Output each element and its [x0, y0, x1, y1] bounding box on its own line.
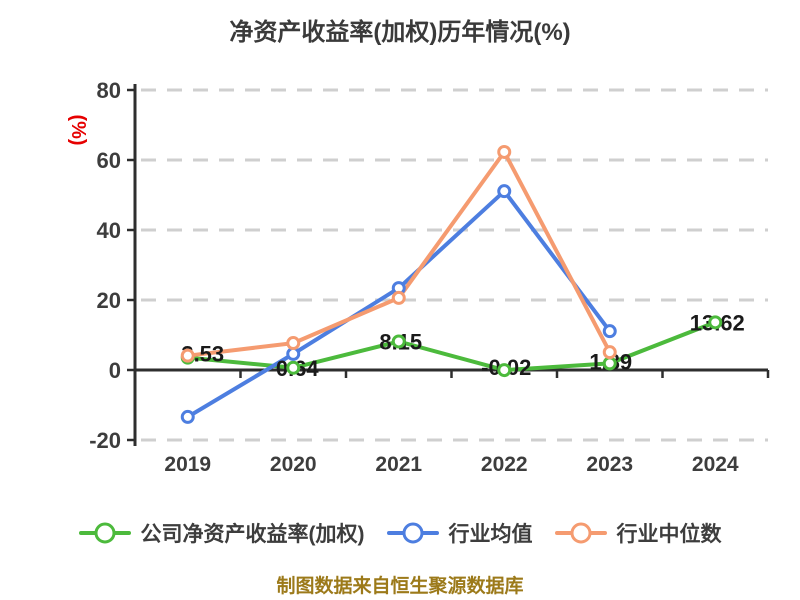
- data-point-marker-s0-1: [286, 360, 301, 375]
- legend-label-industry-median: 行业中位数: [616, 523, 722, 546]
- data-point-marker-s0-5: [708, 315, 723, 330]
- y-axis-unit-label: (%): [67, 114, 89, 145]
- data-point-marker-s0-3: [497, 363, 512, 378]
- legend-dot-company-icon: [94, 522, 115, 544]
- data-point-marker-s2-1: [286, 336, 301, 351]
- data-point-marker-s2-3: [497, 144, 512, 159]
- data-point-marker-s2-0: [180, 348, 195, 363]
- data-point-marker-s0-4: [602, 356, 617, 371]
- data-point-marker-s2-2: [391, 290, 406, 305]
- y-tick-label-0: 0: [109, 358, 121, 383]
- legend-line-marker-company-icon: [78, 522, 131, 544]
- legend-line-marker-industry-average-icon: [386, 522, 439, 544]
- x-tick-label-2023: 2023: [586, 453, 633, 476]
- data-point-marker-s1-4: [602, 324, 617, 339]
- chart-legend: 公司净资产收益率(加权) 行业均值 行业中位数: [0, 518, 800, 548]
- y-tick-label-20: 20: [97, 288, 121, 313]
- x-tick-label-2024: 2024: [692, 453, 739, 476]
- legend-label-company: 公司净资产收益率(加权): [140, 523, 365, 546]
- y-tick-label--20: -20: [89, 428, 121, 453]
- legend-dot-industry-median-icon: [570, 522, 591, 544]
- data-point-marker-s2-4: [602, 345, 617, 360]
- x-tick-label-2021: 2021: [375, 453, 422, 476]
- y-tick-label-60: 60: [97, 148, 121, 173]
- chart-title: 净资产收益率(加权)历年情况(%): [229, 19, 571, 46]
- series-line-2: [185, 150, 612, 358]
- x-tick-label-2022: 2022: [481, 453, 528, 476]
- legend-item-industry-average[interactable]: 行业均值: [386, 518, 533, 548]
- legend-dot-industry-average-icon: [402, 522, 423, 544]
- data-point-marker-s1-0: [180, 409, 195, 424]
- x-tick-label-2020: 2020: [270, 453, 317, 476]
- legend-item-company-roe[interactable]: 公司净资产收益率(加权): [78, 518, 365, 548]
- legend-item-industry-median[interactable]: 行业中位数: [554, 518, 722, 548]
- legend-line-marker-industry-median-icon: [554, 522, 607, 544]
- data-point-marker-s1-3: [497, 184, 512, 199]
- data-source-caption: 制图数据来自恒生聚源数据库: [276, 576, 524, 597]
- x-tick-label-2019: 2019: [164, 453, 211, 476]
- y-tick-label-40: 40: [97, 218, 121, 243]
- y-tick-label-80: 80: [97, 78, 121, 103]
- data-point-marker-s0-2: [391, 334, 406, 349]
- legend-label-industry-average: 行业均值: [448, 523, 533, 546]
